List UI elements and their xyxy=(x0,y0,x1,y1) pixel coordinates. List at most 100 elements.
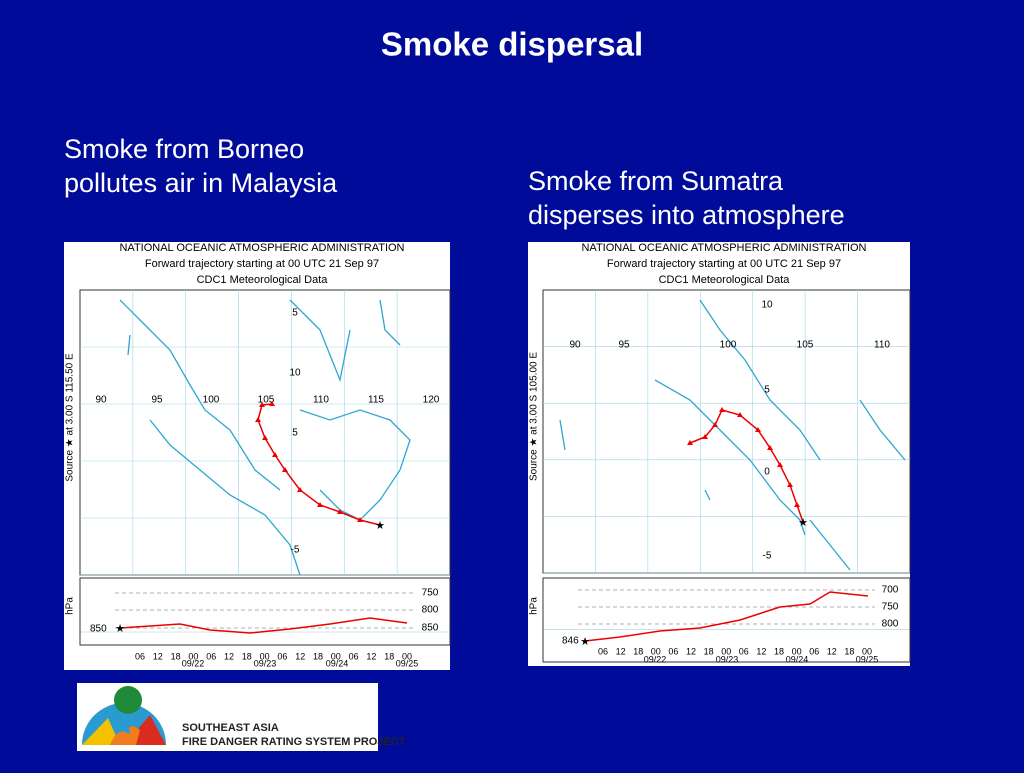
time-label: 18 xyxy=(171,651,181,661)
time-label: 00 xyxy=(862,646,872,656)
time-label: 06 xyxy=(598,646,608,656)
trajectory-marker xyxy=(737,412,743,417)
date-label: 09/23 xyxy=(254,658,277,668)
time-label: 18 xyxy=(313,651,323,661)
coastline xyxy=(149,419,301,576)
pressure-label: 850 xyxy=(422,623,439,634)
start-star: ★ xyxy=(580,636,590,648)
time-label: 12 xyxy=(686,646,696,656)
pressure-axis-label: hPa xyxy=(529,597,540,615)
map-header: NATIONAL OCEANIC ATMOSPHERIC ADMINISTRAT… xyxy=(119,242,404,254)
panel-caption: pollutes air in Malaysia xyxy=(64,168,338,198)
coastline xyxy=(654,379,806,536)
trajectory-marker xyxy=(777,462,783,467)
coastline xyxy=(379,299,401,346)
time-label: 06 xyxy=(739,646,749,656)
time-label: 00 xyxy=(188,651,198,661)
lat-label: -5 xyxy=(763,551,772,562)
lat-label: 10 xyxy=(289,368,301,379)
trajectory-marker xyxy=(317,502,323,507)
logo-text: Fire Danger Rating System Project xyxy=(182,736,406,748)
map-image xyxy=(528,242,910,666)
panel-caption: Smoke from Borneo xyxy=(64,134,304,164)
time-label: 06 xyxy=(206,651,216,661)
date-label: 09/22 xyxy=(182,658,205,668)
time-label: 06 xyxy=(349,651,359,661)
lon-label: 95 xyxy=(618,340,630,351)
lon-label: 100 xyxy=(203,395,220,406)
lat-label: 10 xyxy=(761,300,773,311)
lon-label: 110 xyxy=(874,340,890,351)
time-label: 06 xyxy=(135,651,145,661)
trajectory-marker xyxy=(297,487,303,492)
time-label: 12 xyxy=(616,646,626,656)
trajectory-marker xyxy=(719,407,725,412)
trajectory-marker xyxy=(755,427,761,432)
time-label: 06 xyxy=(668,646,678,656)
time-label: 00 xyxy=(651,646,661,656)
map-header: CDC1 Meteorological Data xyxy=(197,274,329,286)
trajectory-marker xyxy=(357,517,363,522)
date-label: 09/25 xyxy=(856,654,879,664)
time-label: 00 xyxy=(721,646,731,656)
trajectory-marker xyxy=(794,502,800,507)
date-label: 09/23 xyxy=(716,654,739,664)
map-header: CDC1 Meteorological Data xyxy=(659,274,791,286)
time-label: 12 xyxy=(224,651,234,661)
trajectory-marker xyxy=(702,434,708,439)
coastline xyxy=(289,299,351,383)
source-star: ★ xyxy=(798,517,808,529)
time-label: 18 xyxy=(704,646,714,656)
pressure-trace xyxy=(584,591,869,642)
lat-label: -5 xyxy=(291,545,300,556)
time-label: 06 xyxy=(809,646,819,656)
lon-label: 90 xyxy=(569,340,581,351)
panel-caption: disperses into atmosphere xyxy=(528,200,845,230)
trajectory-marker xyxy=(767,445,773,450)
trajectory-marker xyxy=(712,422,718,427)
time-label: 00 xyxy=(402,651,412,661)
time-label: 00 xyxy=(792,646,802,656)
pressure-label: 800 xyxy=(882,619,899,630)
trajectory-marker xyxy=(272,452,278,457)
source-label: Source ★ at 3.00 S 105.00 E xyxy=(529,352,540,481)
map-header: Forward trajectory starting at 00 UTC 21… xyxy=(607,258,841,270)
time-label: 18 xyxy=(242,651,252,661)
time-label: 18 xyxy=(774,646,784,656)
pressure-label: 700 xyxy=(882,585,899,596)
lat-label: 5 xyxy=(764,385,770,396)
source-star: ★ xyxy=(375,520,385,532)
coastline xyxy=(699,299,821,461)
trajectory-marker xyxy=(282,467,288,472)
time-label: 12 xyxy=(153,651,163,661)
trajectory-panel: Smoke from Sumatra disperses into atmosph… xyxy=(528,166,911,666)
logo-text: Southeast Asia xyxy=(182,722,279,734)
lon-label: 95 xyxy=(151,395,163,406)
lat-label: 5 xyxy=(292,428,298,439)
source-label: Source ★ at 3.00 S 115.50 E xyxy=(65,353,76,482)
time-label: 18 xyxy=(633,646,643,656)
start-pressure: 850 xyxy=(90,624,107,635)
pressure-trace xyxy=(119,617,408,634)
trajectory-marker xyxy=(337,509,343,514)
map-header: Forward trajectory starting at 00 UTC 21… xyxy=(145,258,379,270)
lon-label: 115 xyxy=(368,395,384,406)
pressure-label: 750 xyxy=(882,602,899,613)
coastline xyxy=(559,419,566,451)
trajectory-marker xyxy=(269,401,275,406)
map-image xyxy=(64,242,450,670)
date-label: 09/24 xyxy=(326,658,349,668)
pressure-label: 800 xyxy=(422,605,439,616)
trajectory-marker xyxy=(255,417,261,422)
coastline xyxy=(704,489,711,501)
time-label: 12 xyxy=(827,646,837,656)
trajectory-marker xyxy=(262,435,268,440)
panel-caption: Smoke from Sumatra xyxy=(528,166,784,196)
coastline xyxy=(119,299,281,491)
coastline xyxy=(299,409,411,521)
lat-label: 5 xyxy=(292,308,298,319)
lon-label: 90 xyxy=(95,395,107,406)
date-label: 09/22 xyxy=(644,654,667,664)
map-header: NATIONAL OCEANIC ATMOSPHERIC ADMINISTRAT… xyxy=(581,242,866,254)
